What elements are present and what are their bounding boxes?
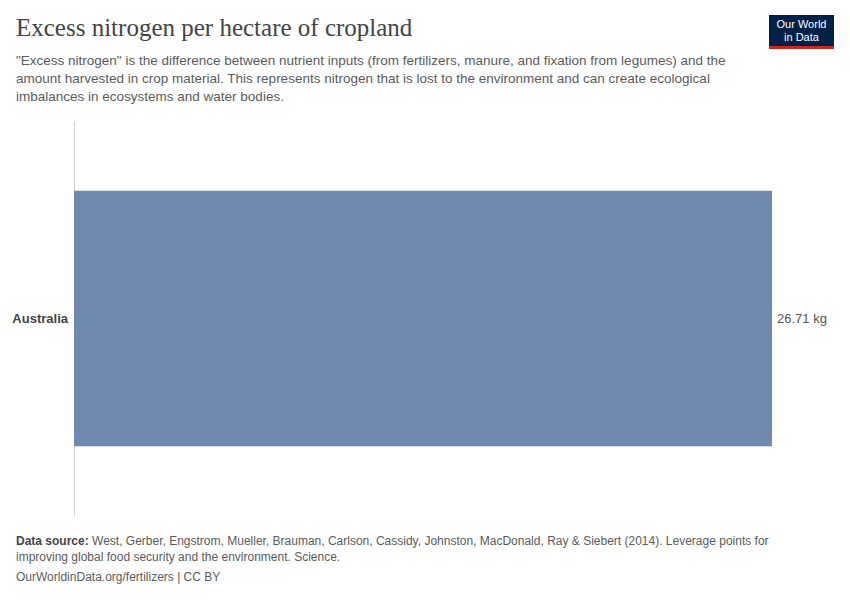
html-text:Data source: West, Gerber, Eng: Data source: West, Gerber, Engstrom, Mue… [16, 534, 769, 564]
html-text:Our World in Data: Our World in Data [776, 17, 827, 43]
svg-text:26.71 kg: 26.71 kg [777, 311, 827, 326]
html-text:Excess nitrogen per hectare of: Excess nitrogen per hectare of cropland [16, 14, 413, 41]
html-text:"Excess nitrogen" is the diffe: "Excess nitrogen" is the difference betw… [16, 53, 726, 104]
svg-text:Australia: Australia [12, 311, 68, 326]
html-text:OurWorldinData.org/fertilizers: OurWorldinData.org/fertilizers | CC BY [16, 570, 221, 584]
